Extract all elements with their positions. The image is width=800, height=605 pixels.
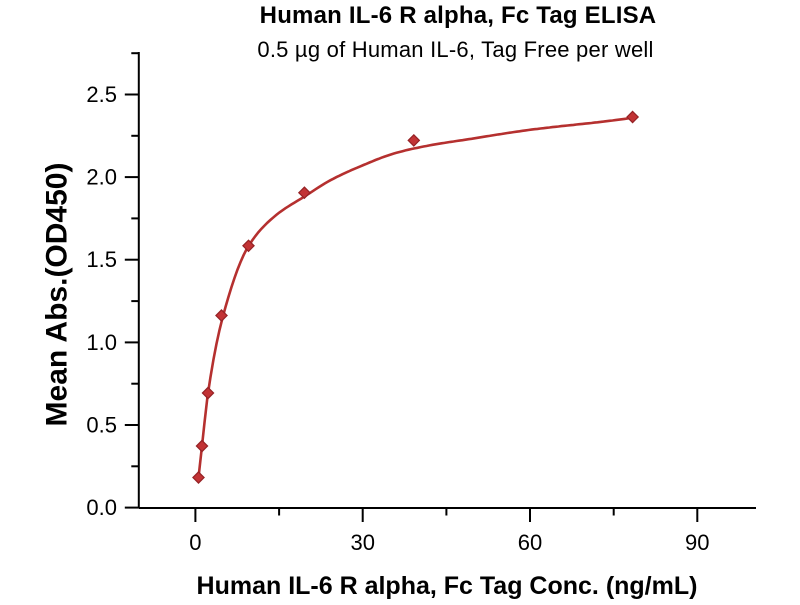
svg-text:Mean Abs.(OD450): Mean Abs.(OD450) bbox=[41, 163, 74, 427]
svg-text:1.5: 1.5 bbox=[86, 247, 117, 272]
svg-text:2.5: 2.5 bbox=[86, 82, 117, 107]
svg-text:60: 60 bbox=[518, 530, 542, 555]
svg-text:30: 30 bbox=[350, 530, 374, 555]
svg-text:Human IL-6 R alpha, Fc Tag Con: Human IL-6 R alpha, Fc Tag Conc. (ng/mL) bbox=[197, 572, 698, 600]
svg-text:Human IL-6 R alpha, Fc Tag ELI: Human IL-6 R alpha, Fc Tag ELISA bbox=[260, 2, 657, 29]
svg-text:90: 90 bbox=[685, 530, 709, 555]
svg-text:0: 0 bbox=[189, 530, 201, 555]
svg-text:1.0: 1.0 bbox=[86, 330, 117, 355]
svg-text:2.0: 2.0 bbox=[86, 165, 117, 190]
svg-text:0.0: 0.0 bbox=[86, 495, 117, 520]
svg-text:0.5: 0.5 bbox=[86, 413, 117, 438]
svg-text:0.5 µg of Human IL-6, Tag Free: 0.5 µg of Human IL-6, Tag Free per well bbox=[257, 37, 653, 62]
